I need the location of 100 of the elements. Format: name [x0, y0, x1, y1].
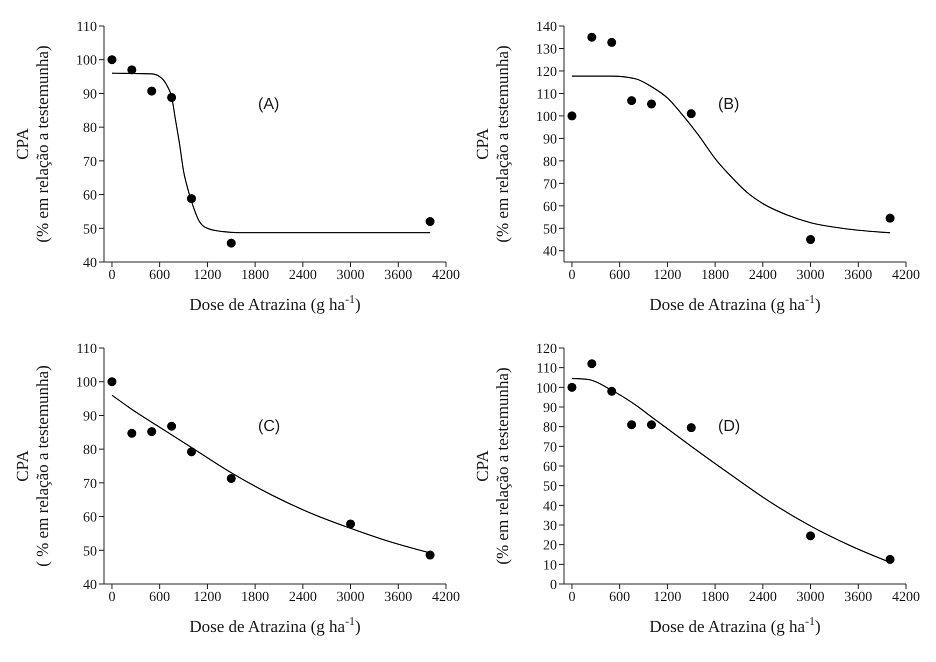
x-tick-label: 600: [609, 268, 630, 283]
point: [646, 99, 656, 108]
x-tick-label: 3000: [796, 268, 825, 283]
point: [127, 428, 136, 438]
x-tick-label: 2400: [288, 590, 317, 605]
point: [686, 423, 696, 432]
x-tick-label: 1200: [193, 590, 222, 605]
y-tick-label: 120: [536, 342, 557, 357]
point: [147, 427, 156, 436]
y-axis-title: CPA (% em relação a testemunha): [473, 367, 512, 565]
y-tick-label: 110: [536, 87, 557, 102]
x-tick-label: 0: [568, 268, 576, 283]
y-tick-label: 20: [543, 538, 557, 554]
point: [627, 420, 636, 430]
y-tick-label: 90: [83, 87, 97, 102]
point: [886, 554, 895, 564]
x-axis-title: Dose de Atrazina (g ha$^{-1}$): [649, 614, 821, 636]
point: [806, 235, 816, 244]
y-axis-title: CPA (% em relação a testemunha): [473, 45, 512, 243]
x-tick-label: 1800: [241, 268, 270, 283]
point: [127, 65, 136, 74]
x-tick-label: 3600: [844, 590, 872, 605]
y-tick-label: 100: [536, 381, 557, 396]
y-tick-label: 40: [83, 578, 97, 593]
x-tick-label: 4200: [892, 590, 920, 605]
y-tick-label: 80: [543, 420, 557, 436]
y-tick-label: 130: [536, 42, 557, 58]
x-tick-label: 4200: [892, 268, 920, 283]
annotation: (C): [258, 418, 280, 436]
y-tick-label: 30: [543, 518, 557, 534]
annotation: (D): [718, 418, 740, 436]
y-tick-label: 60: [83, 510, 97, 526]
point: [107, 377, 116, 386]
y-tick-label: 60: [543, 200, 557, 215]
y-tick-label: 100: [536, 110, 557, 125]
y-tick-label: 50: [83, 544, 97, 560]
y-tick-label: 70: [543, 440, 557, 456]
y-tick-label: 110: [76, 342, 97, 357]
point: [587, 359, 596, 368]
point: [627, 96, 636, 106]
point: [346, 519, 356, 528]
point: [607, 386, 616, 396]
point: [426, 217, 435, 226]
line-series: [571, 76, 891, 234]
x-axis-title: Dose de Atrazina (g ha$^{-1}$): [189, 292, 361, 314]
y-tick-label: 60: [83, 188, 97, 204]
point: [167, 92, 176, 102]
x-tick-label: 4200: [432, 590, 460, 605]
x-tick-label: 2400: [748, 590, 777, 605]
y-tick-label: 0: [550, 578, 557, 593]
point: [147, 86, 156, 96]
x-tick-label: 600: [149, 268, 170, 283]
x-tick-label: 1200: [193, 268, 222, 283]
point: [646, 420, 656, 430]
y-tick-label: 50: [543, 480, 557, 495]
point: [567, 111, 576, 120]
point: [806, 531, 816, 540]
x-tick-label: 1200: [653, 590, 682, 605]
y-tick-label: 10: [543, 558, 557, 574]
x-tick-label: 2400: [748, 268, 777, 283]
y-axis-title: CPA (% em relação a testemunha): [13, 45, 52, 243]
y-tick-label: 40: [543, 244, 557, 260]
y-tick-label: 50: [83, 222, 97, 238]
x-tick-label: 3000: [336, 590, 365, 605]
x-tick-label: 600: [609, 590, 630, 605]
x-tick-label: 1200: [653, 268, 682, 283]
point: [226, 238, 236, 248]
x-tick-label: 3600: [384, 268, 412, 283]
x-tick-label: 0: [108, 268, 116, 283]
annotation: (B): [718, 96, 740, 114]
y-tick-label: 70: [83, 154, 97, 170]
y-tick-label: 40: [83, 256, 97, 271]
y-tick-label: 70: [83, 476, 97, 492]
x-tick-label: 3000: [336, 268, 365, 283]
x-tick-label: 3600: [384, 590, 412, 605]
point: [686, 109, 696, 118]
point: [886, 214, 895, 223]
x-tick-label: 0: [568, 590, 576, 605]
y-tick-label: 60: [543, 460, 557, 475]
y-tick-label: 80: [83, 121, 97, 136]
y-tick-label: 100: [76, 54, 97, 69]
y-tick-label: 100: [76, 376, 97, 391]
annotation: (A): [258, 96, 280, 114]
y-tick-label: 80: [543, 154, 557, 170]
y-tick-label: 90: [543, 400, 557, 416]
point: [226, 474, 236, 483]
x-tick-label: 0: [108, 590, 116, 605]
point: [587, 32, 596, 42]
x-tick-label: 1800: [701, 268, 730, 283]
y-tick-label: 140: [536, 20, 557, 35]
point: [567, 382, 576, 392]
point: [426, 550, 435, 560]
y-tick-label: 50: [543, 222, 557, 238]
y-tick-label: 40: [543, 499, 557, 514]
x-tick-label: 3600: [844, 268, 872, 283]
x-tick-label: 4200: [432, 268, 460, 283]
x-axis-title: Dose de Atrazina (g ha$^{-1}$): [189, 614, 361, 636]
point: [186, 194, 196, 204]
x-tick-label: 600: [149, 590, 170, 605]
x-tick-label: 2400: [288, 268, 317, 283]
